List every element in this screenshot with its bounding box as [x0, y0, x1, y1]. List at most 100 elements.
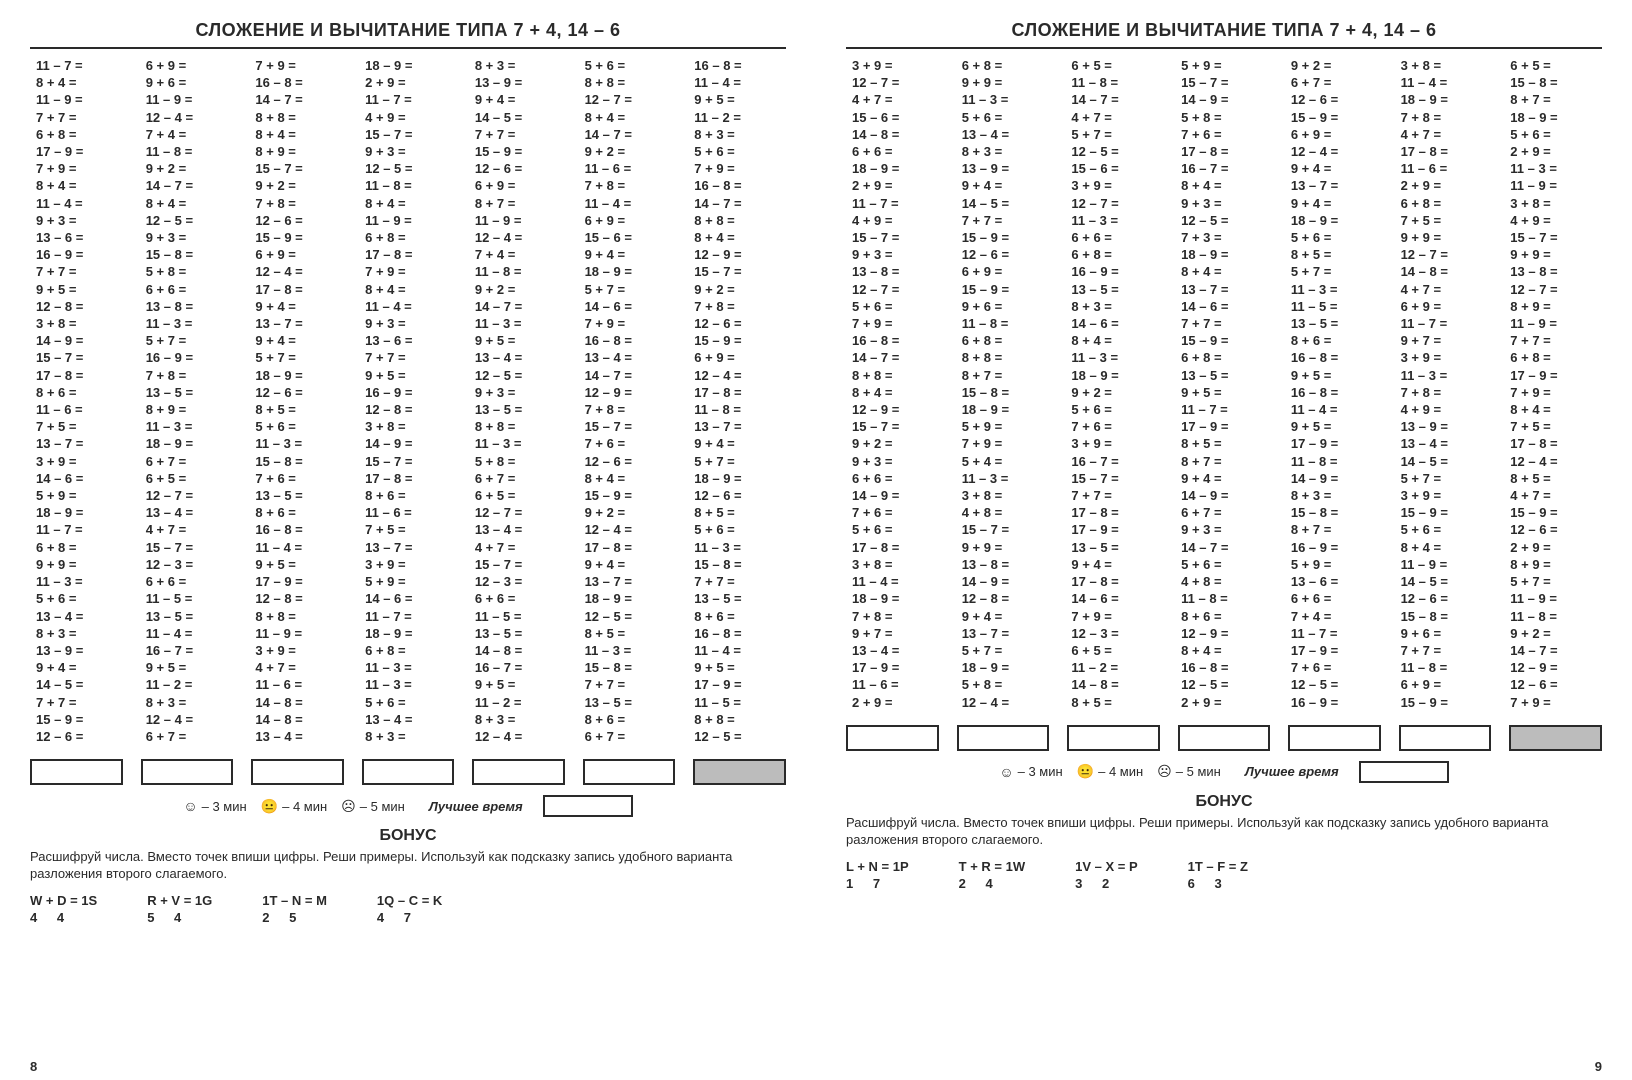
answer-box[interactable]	[141, 759, 234, 785]
problem-cell: 13 – 8 =	[956, 556, 1054, 573]
problem-cell: 13 – 4 =	[846, 642, 944, 659]
problem-cell: 8 + 8 =	[688, 711, 786, 728]
answer-box[interactable]	[846, 725, 939, 751]
problem-cell: 5 + 6 =	[1395, 521, 1493, 538]
problem-cell: 13 – 7 =	[688, 418, 786, 435]
problem-cell: 5 + 6 =	[30, 590, 128, 607]
problem-cell: 13 – 5 =	[1285, 315, 1383, 332]
problem-cell: 7 + 7 =	[30, 109, 128, 126]
answer-box[interactable]	[1509, 725, 1602, 751]
page-number-right: 9	[1595, 1059, 1602, 1074]
problem-cell: 18 – 9 =	[359, 57, 457, 74]
timing-row-left: ☺– 3 мин 😐– 4 мин ☹– 5 мин Лучшее время	[30, 795, 786, 817]
problem-cell: 11 – 5 =	[140, 590, 238, 607]
answer-box[interactable]	[693, 759, 786, 785]
problem-cell: 7 + 7 =	[30, 694, 128, 711]
answer-box[interactable]	[362, 759, 455, 785]
problem-column: 8 + 3 =13 – 9 =9 + 4 =14 – 5 =7 + 7 =15 …	[469, 57, 567, 745]
problem-cell: 12 – 9 =	[688, 246, 786, 263]
problem-cell: 18 – 9 =	[688, 470, 786, 487]
problem-cell: 15 – 9 =	[956, 229, 1054, 246]
bonus-hint: 6 3	[1188, 876, 1248, 891]
problem-cell: 16 – 8 =	[1285, 384, 1383, 401]
problem-cell: 16 – 8 =	[1285, 349, 1383, 366]
problem-cell: 14 – 5 =	[1395, 453, 1493, 470]
problem-cell: 5 + 8 =	[140, 263, 238, 280]
problem-cell: 13 – 5 =	[140, 608, 238, 625]
bonus-row-left: W + D = 1S4 4R + V = 1G5 41T – N = M2 51…	[30, 893, 786, 925]
answer-box[interactable]	[1288, 725, 1381, 751]
problem-cell: 8 + 8 =	[846, 367, 944, 384]
problem-cell: 12 – 5 =	[1175, 212, 1273, 229]
answer-box[interactable]	[1067, 725, 1160, 751]
problem-cell: 6 + 9 =	[688, 349, 786, 366]
answer-box[interactable]	[251, 759, 344, 785]
problem-cell: 12 – 5 =	[688, 728, 786, 745]
problem-cell: 11 – 4 =	[688, 642, 786, 659]
problem-cell: 11 – 8 =	[140, 143, 238, 160]
title-left: СЛОЖЕНИЕ И ВЫЧИТАНИЕ ТИПА 7 + 4, 14 – 6	[30, 20, 786, 41]
problem-cell: 8 + 3 =	[688, 126, 786, 143]
problem-cell: 11 – 7 =	[846, 195, 944, 212]
best-time-label: Лучшее время	[1245, 764, 1339, 779]
problem-cell: 14 – 7 =	[579, 126, 677, 143]
problem-cell: 6 + 9 =	[1395, 676, 1493, 693]
problems-grid-left: 11 – 7 =8 + 4 =11 – 9 =7 + 7 =6 + 8 =17 …	[30, 57, 786, 745]
problem-cell: 11 – 6 =	[249, 676, 347, 693]
problem-cell: 5 + 7 =	[579, 281, 677, 298]
problem-cell: 8 + 5 =	[1285, 246, 1383, 263]
problem-cell: 7 + 9 =	[1065, 608, 1163, 625]
problem-cell: 16 – 8 =	[846, 332, 944, 349]
problem-cell: 8 + 4 =	[249, 126, 347, 143]
answer-box[interactable]	[583, 759, 676, 785]
best-time-box[interactable]	[543, 795, 633, 817]
answer-box[interactable]	[1399, 725, 1492, 751]
problem-cell: 7 + 6 =	[846, 504, 944, 521]
answer-box[interactable]	[30, 759, 123, 785]
problem-cell: 11 – 9 =	[359, 212, 457, 229]
problem-cell: 14 – 8 =	[249, 711, 347, 728]
problem-cell: 14 – 6 =	[1065, 590, 1163, 607]
problem-cell: 15 – 7 =	[249, 160, 347, 177]
problem-cell: 11 – 6 =	[359, 504, 457, 521]
problem-cell: 12 – 6 =	[249, 212, 347, 229]
answer-box[interactable]	[957, 725, 1050, 751]
problem-cell: 15 – 9 =	[1175, 332, 1273, 349]
problem-cell: 11 – 2 =	[688, 109, 786, 126]
problem-cell: 6 + 5 =	[1065, 642, 1163, 659]
problem-cell: 6 + 8 =	[1175, 349, 1273, 366]
bonus-equation: 1T – F = Z	[1188, 859, 1248, 874]
problem-cell: 11 – 6 =	[846, 676, 944, 693]
problem-cell: 11 – 6 =	[1395, 160, 1493, 177]
problem-cell: 12 – 4 =	[140, 109, 238, 126]
problem-cell: 5 + 8 =	[469, 453, 567, 470]
problem-cell: 11 – 9 =	[140, 91, 238, 108]
problem-cell: 13 – 6 =	[359, 332, 457, 349]
answer-box[interactable]	[472, 759, 565, 785]
problem-cell: 5 + 6 =	[249, 418, 347, 435]
problem-cell: 9 + 9 =	[956, 74, 1054, 91]
problem-cell: 8 + 4 =	[30, 177, 128, 194]
problem-cell: 8 + 3 =	[1285, 487, 1383, 504]
problem-column: 6 + 9 =9 + 6 =11 – 9 =12 – 4 =7 + 4 =11 …	[140, 57, 238, 745]
problem-cell: 12 – 5 =	[469, 367, 567, 384]
problem-cell: 11 – 7 =	[30, 57, 128, 74]
bonus-equation: 1V – X = P	[1075, 859, 1138, 874]
answer-box[interactable]	[1178, 725, 1271, 751]
best-time-box[interactable]	[1359, 761, 1449, 783]
problem-cell: 12 – 8 =	[249, 590, 347, 607]
timing-row-right: ☺– 3 мин 😐– 4 мин ☹– 5 мин Лучшее время	[846, 761, 1602, 783]
problem-cell: 8 + 4 =	[30, 74, 128, 91]
bonus-hint: 2 4	[959, 876, 1025, 891]
problem-cell: 7 + 7 =	[1065, 487, 1163, 504]
problem-cell: 11 – 4 =	[140, 625, 238, 642]
problem-cell: 18 – 9 =	[956, 659, 1054, 676]
problem-cell: 15 – 8 =	[1285, 504, 1383, 521]
problem-cell: 9 + 3 =	[846, 246, 944, 263]
problem-cell: 11 – 5 =	[469, 608, 567, 625]
problem-cell: 8 + 8 =	[956, 349, 1054, 366]
problem-cell: 11 – 7 =	[1175, 401, 1273, 418]
problem-cell: 11 – 4 =	[1395, 74, 1493, 91]
problem-cell: 11 – 3 =	[359, 659, 457, 676]
problem-cell: 15 – 9 =	[469, 143, 567, 160]
